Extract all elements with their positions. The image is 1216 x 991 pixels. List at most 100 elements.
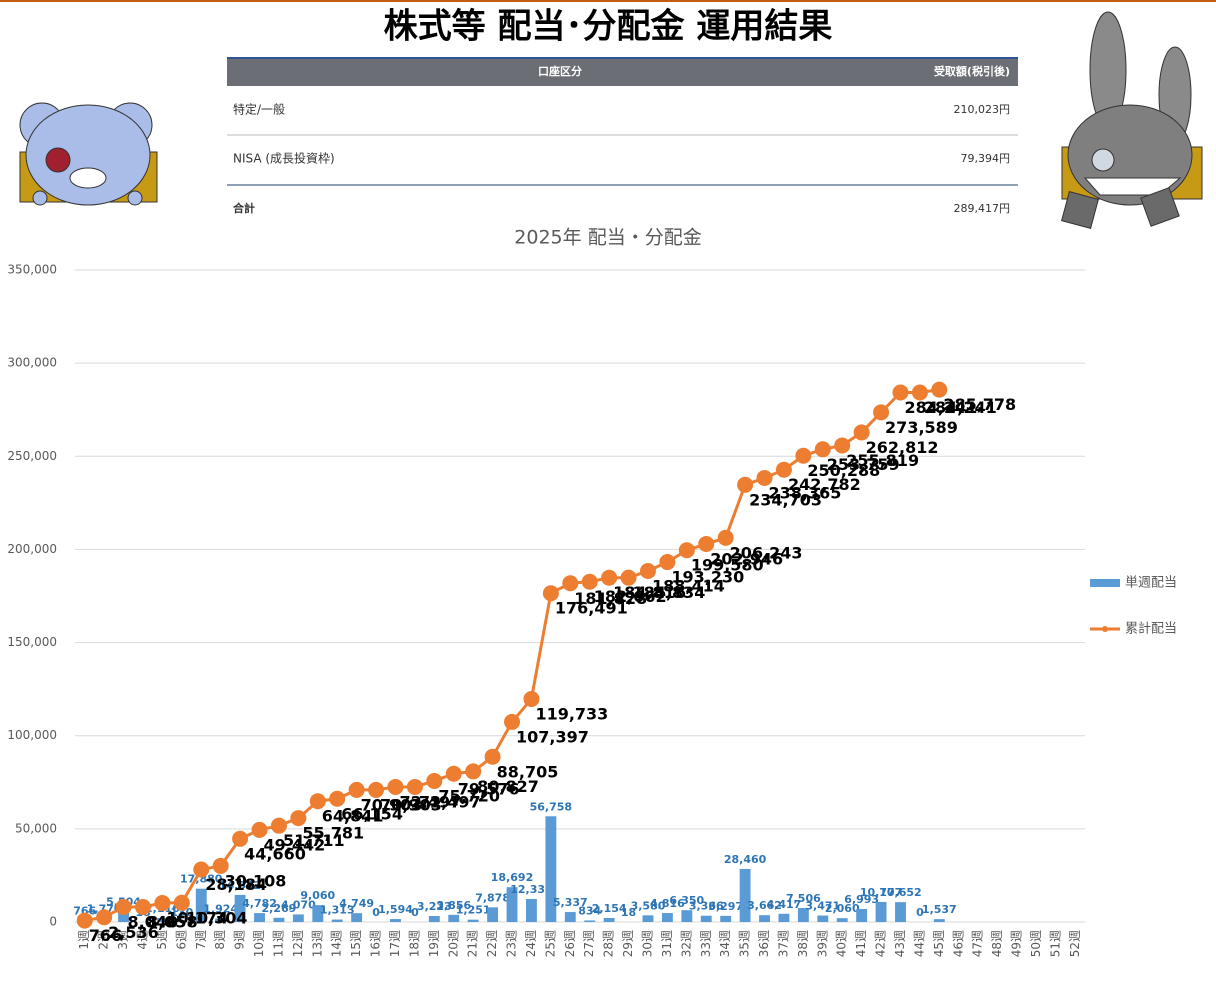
bar-value-label: 0 — [916, 906, 924, 919]
x-tick-label: 6週 — [174, 930, 188, 950]
line-point — [329, 790, 346, 807]
line-point — [698, 535, 715, 552]
legend-label: 累計配当 — [1125, 621, 1177, 637]
bar — [603, 917, 615, 922]
line-value-label: 262,812 — [866, 438, 939, 457]
bar-value-label: 4,070 — [281, 898, 316, 911]
line-point — [892, 384, 909, 401]
line-value-label: 255,819 — [846, 451, 919, 470]
bar-value-label: 3,366 — [689, 900, 724, 913]
bar — [895, 902, 906, 922]
line-value-label: 64,841 — [322, 807, 384, 826]
line-value-label: 206,243 — [730, 543, 803, 562]
line-value-label: 30,108 — [225, 871, 287, 890]
x-tick-label: 51週 — [1048, 930, 1062, 957]
bar — [564, 912, 576, 922]
x-tick-label: 49週 — [1010, 930, 1024, 957]
line-value-label: 44,660 — [244, 844, 306, 863]
bar-value-label: 1,251 — [456, 904, 491, 917]
x-tick-label: 48週 — [990, 930, 1004, 957]
line-point — [76, 912, 93, 929]
line-point — [756, 469, 773, 486]
bar-value-label: 2,154 — [592, 902, 627, 915]
table-cell: NISA (成長投資枠) — [233, 151, 335, 166]
bar — [642, 915, 654, 922]
line-point — [678, 542, 695, 559]
line-point — [96, 909, 113, 926]
y-tick-label: 350,000 — [7, 263, 57, 277]
line-point — [737, 476, 754, 493]
line-point — [853, 424, 870, 441]
bar — [390, 919, 401, 922]
bar-value-label: 3,297 — [708, 900, 743, 913]
line-value-label: 184,816 — [613, 583, 686, 602]
line-point — [154, 895, 171, 912]
bar — [661, 913, 673, 922]
line-point — [542, 585, 559, 602]
line-point — [484, 748, 501, 765]
bar — [817, 915, 829, 922]
bar-value-label: 7,878 — [475, 891, 510, 904]
x-tick-label: 29週 — [621, 930, 635, 957]
bar — [448, 914, 460, 922]
line-point — [931, 381, 948, 398]
table-cell: 合計 — [233, 201, 255, 215]
x-tick-label: 30週 — [640, 930, 654, 957]
line-value-label: 253,759 — [827, 455, 900, 474]
x-tick-label: 50週 — [1029, 930, 1043, 957]
line-value-label: 199,580 — [691, 556, 764, 575]
line-point — [426, 772, 443, 789]
bar-value-label: 5,337 — [553, 896, 588, 909]
bar — [195, 888, 207, 922]
x-tick-label: 9週 — [233, 930, 247, 950]
line-point — [406, 778, 423, 795]
chart-title: 2025年 配当・分配金 — [514, 227, 701, 249]
line-point — [873, 404, 890, 421]
y-tick-label: 300,000 — [7, 356, 57, 370]
x-tick-label: 44週 — [912, 930, 926, 957]
line-value-label: 80,827 — [477, 777, 539, 796]
line-point — [717, 529, 734, 546]
bar-value-label: 18,692 — [491, 871, 533, 884]
bar — [292, 914, 304, 922]
y-tick-label: 250,000 — [7, 449, 57, 463]
x-tick-label: 33週 — [699, 930, 713, 957]
line-value-label: 250,288 — [807, 461, 880, 480]
line-point — [911, 384, 928, 401]
x-tick-label: 37週 — [776, 930, 790, 957]
bar-value-label: 834 — [578, 904, 601, 917]
line-point — [212, 857, 229, 874]
bar — [836, 918, 848, 922]
table-cell: 210,023円 — [954, 103, 1011, 116]
x-tick-label: 25週 — [543, 930, 557, 957]
x-tick-label: 8週 — [213, 930, 227, 950]
bar-value-label: 10,777 — [860, 886, 902, 899]
line-point — [309, 793, 326, 810]
line-point — [562, 575, 579, 592]
line-point — [814, 441, 831, 458]
bar — [700, 915, 712, 922]
line-point — [368, 781, 385, 798]
bar — [156, 918, 168, 922]
line-point — [115, 899, 132, 916]
x-tick-label: 12週 — [291, 930, 305, 957]
bar-value-label: 14,552 — [219, 879, 261, 892]
line-value-label: 88,705 — [497, 762, 559, 781]
bar-value-label: 3,580 — [631, 899, 666, 912]
x-tick-label: 19週 — [427, 930, 441, 957]
line-value-label: 10,174 — [166, 909, 228, 928]
x-tick-label: 23週 — [505, 930, 519, 957]
x-tick-label: 16週 — [369, 930, 383, 957]
line-value-label: 107,397 — [516, 727, 589, 746]
bar-value-label: 17,880 — [180, 873, 223, 886]
bar-value-label: 4,417 — [767, 898, 802, 911]
line-value-label: 766 — [89, 926, 122, 945]
line-point — [504, 713, 521, 730]
bar-value-label: 130 — [170, 906, 193, 919]
line-point — [348, 781, 365, 798]
bar — [584, 920, 596, 922]
line-value-label: 242,782 — [788, 475, 861, 494]
bar-value-label: 56,758 — [530, 800, 572, 813]
